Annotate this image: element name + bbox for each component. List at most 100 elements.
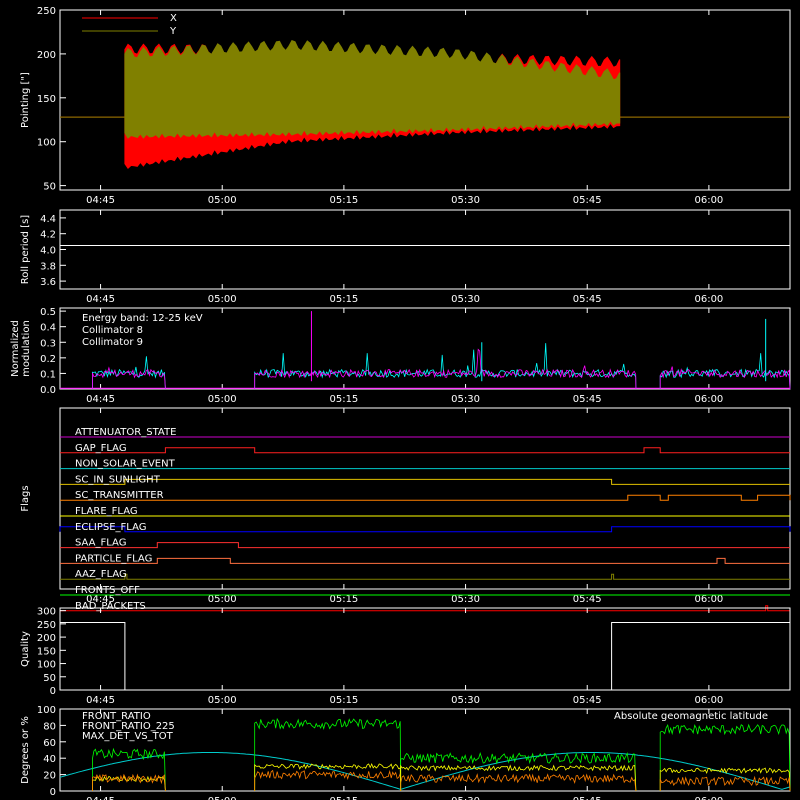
modulation-y-axis-label: modulation <box>21 320 32 377</box>
ratios-legend-max_det_vs_tot: MAX_DET_VS_TOT <box>82 731 174 742</box>
flag-gap_flag-label: GAP_FLAG <box>75 443 127 454</box>
roll-x-tick-label: 05:15 <box>329 294 358 305</box>
quality-y-tick-label: 100 <box>37 660 56 671</box>
roll-y-tick-label: 3.8 <box>40 261 56 272</box>
quality-y-tick-label: 200 <box>37 633 56 644</box>
flag-eclipse_flag-line <box>59 526 791 533</box>
flag-saa_flag-line <box>60 542 790 549</box>
modulation-plot-frame <box>59 307 791 390</box>
pointing-legend-Y-label: Y <box>169 26 177 37</box>
modulation-y-tick-label: 0.1 <box>40 369 56 380</box>
pointing-x-tick-label: 04:45 <box>86 195 115 206</box>
ratios-y-tick-label: 80 <box>43 721 56 732</box>
modulation-series-collimator-8-line <box>659 353 791 390</box>
ratios-y-axis-label: Degrees or % <box>20 716 31 784</box>
modulation-y-tick-label: 0.2 <box>40 354 56 365</box>
ratios-series-front-ratio-225-line <box>659 723 791 792</box>
flags-x-tick-label: 05:30 <box>451 594 480 605</box>
modulation-x-tick-label: 05:30 <box>451 394 480 405</box>
ratios-x-tick-label: 06:00 <box>694 796 723 800</box>
flag-aaz_flag-line <box>60 573 790 580</box>
ratios-y-tick-label: 100 <box>37 705 56 716</box>
roll-x-tick-label: 05:45 <box>573 294 602 305</box>
modulation-y-axis-label: Normalized <box>10 320 21 377</box>
pointing-y-tick-label: 100 <box>37 138 56 149</box>
ratios-x-tick-label: 05:45 <box>573 796 602 800</box>
flag-non_solar_event-label: NON_SOLAR_EVENT <box>75 459 176 470</box>
pointing-x-tick-label: 05:45 <box>573 195 602 206</box>
quality-x-tick-label: 05:15 <box>329 695 358 706</box>
modulation-y-tick-label: 0.4 <box>40 323 56 334</box>
ratios-legend-front_ratio_225: FRONT_RATIO_225 <box>82 721 175 732</box>
ratios-y-tick-label: 0 <box>50 787 56 798</box>
ratios-y-tick-label: 20 <box>43 771 56 782</box>
ratios-legend-front_ratio: FRONT_RATIO <box>82 711 151 722</box>
modulation-x-tick-label: 05:00 <box>208 394 237 405</box>
flag-particle_flag-line <box>60 557 790 564</box>
flag-bad_packets-label: BAD_PACKETS <box>75 601 146 612</box>
modulation-legend-collimator-9: Collimator 9 <box>82 337 143 348</box>
ratios-series-max-det-vs-tot-line <box>400 773 637 792</box>
pointing-y-tick-label: 200 <box>37 50 56 61</box>
ratios-series-geomagnetic-latitude-line <box>59 752 791 790</box>
flag-saa_flag-label: SAA_FLAG <box>75 538 126 549</box>
flag-particle_flag-label: PARTICLE_FLAG <box>75 553 152 564</box>
roll-x-tick-label: 04:45 <box>86 294 115 305</box>
pointing-y-tick-label: 50 <box>43 182 56 193</box>
quality-x-tick-label: 05:45 <box>573 695 602 706</box>
ratios-series-max-det-vs-tot-line <box>254 769 402 792</box>
ratios-x-tick-label: 05:00 <box>208 796 237 800</box>
pointing-x-tick-label: 05:30 <box>451 195 480 206</box>
roll-x-tick-label: 06:00 <box>694 294 723 305</box>
ratios-series-front-ratio-225-line <box>400 751 637 792</box>
modulation-x-tick-label: 05:15 <box>329 394 358 405</box>
quality-y-axis-label: Quality <box>20 631 31 667</box>
flag-attenuator_state-label: ATTENUATOR_STATE <box>75 427 176 438</box>
pointing-plot-frame <box>59 9 791 191</box>
flag-fronts_off-label: FRONTS_OFF <box>75 585 140 596</box>
ratios-x-tick-label: 05:30 <box>451 796 480 800</box>
quality-x-tick-label: 06:00 <box>694 695 723 706</box>
modulation-x-tick-label: 05:45 <box>573 394 602 405</box>
flags-x-tick-label: 06:00 <box>694 594 723 605</box>
roll-x-tick-label: 05:00 <box>208 294 237 305</box>
pointing-legend-X-label: X <box>170 13 177 24</box>
ratios-x-tick-label: 05:15 <box>329 796 358 800</box>
quality-x-tick-label: 04:45 <box>86 695 115 706</box>
modulation-series-collimator-9-line <box>254 348 637 390</box>
roll-y-tick-label: 3.6 <box>40 277 56 288</box>
flag-bad_packets-line <box>60 605 790 612</box>
ratios-series-front-ratio-225-line <box>254 717 402 792</box>
ratios-geomagnetic-annotation: Absolute geomagnetic latitude <box>614 711 768 722</box>
pointing-x-tick-label: 06:00 <box>694 195 723 206</box>
pointing-y-tick-label: 250 <box>37 6 56 17</box>
ratios-plot-frame <box>59 708 791 792</box>
modulation-y-tick-label: 0.5 <box>40 307 56 318</box>
quality-y-tick-label: 300 <box>37 607 56 618</box>
quality-plot-frame <box>59 607 791 691</box>
ratios-series-max-det-vs-tot-line <box>91 773 166 792</box>
ratios-series-max-det-vs-tot-line <box>659 775 791 792</box>
flag-eclipse_flag-label: ECLIPSE_FLAG <box>75 522 146 533</box>
quality-y-tick-label: 150 <box>37 646 56 657</box>
ratios-series-front-ratio-line <box>400 764 637 792</box>
flag-sc_in_sunlight-line <box>60 478 790 485</box>
quality-y-tick-label: 50 <box>43 673 56 684</box>
flag-sc_transmitter-label: SC_TRANSMITTER <box>75 490 164 501</box>
flags-x-tick-label: 04:45 <box>86 594 115 605</box>
quality-x-tick-label: 05:30 <box>451 695 480 706</box>
modulation-series-collimator-8-line <box>91 356 166 390</box>
ratios-y-tick-label: 60 <box>43 738 56 749</box>
modulation-y-tick-label: 0.3 <box>40 338 56 349</box>
modulation-series-collimator-9-line <box>92 366 166 390</box>
roll-plot-frame <box>59 209 791 290</box>
modulation-y-tick-label: 0.0 <box>40 385 56 396</box>
roll-y-tick-label: 4.2 <box>40 230 56 241</box>
flags-x-tick-label: 05:15 <box>329 594 358 605</box>
modulation-legend-collimator-8: Collimator 8 <box>82 325 143 336</box>
pointing-x-tick-label: 05:00 <box>208 195 237 206</box>
flag-sc_in_sunlight-label: SC_IN_SUNLIGHT <box>75 474 161 485</box>
ratios-y-tick-label: 40 <box>43 754 56 765</box>
